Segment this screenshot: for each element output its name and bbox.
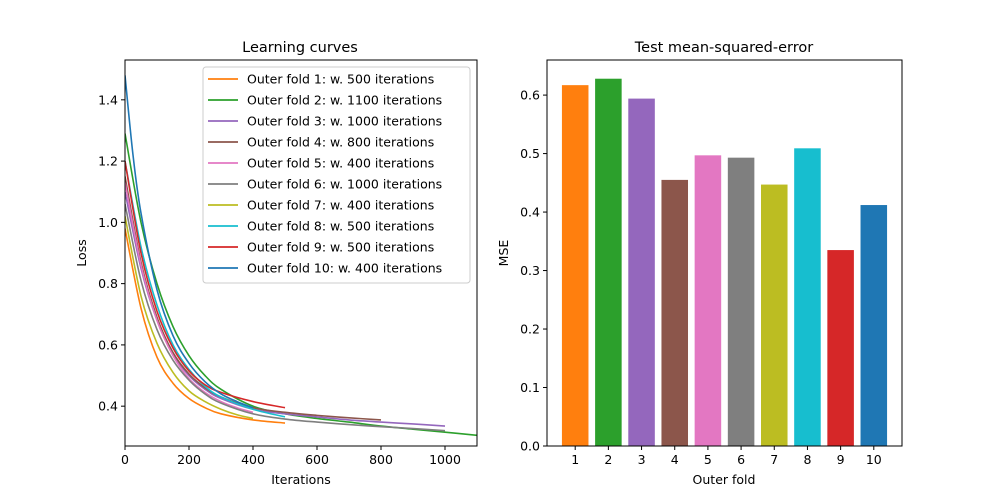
test-mse-y-tick-label: 0.2 [520,322,540,337]
learning-curves-x-ticks: 0 200 400 600 800 1000 [121,446,461,467]
learning-curves-y-tick-label: 0.6 [98,337,118,352]
test-mse-x-tick-label: 1 [571,452,579,467]
learning-curves-y-tick-label: 0.4 [98,399,118,414]
mse-bar-fold-7 [760,184,788,446]
learning-curves-x-tick-label: 800 [369,452,393,467]
legend-label-fold-6: Outer fold 6: w. 1000 iterations [247,177,442,192]
learning-curves-y-tick-label: 1.0 [98,215,118,230]
test-mse-x-ticks: 1 2 3 4 5 6 7 8 9 10 [571,446,882,467]
learning-curve-line-fold-8 [125,160,286,418]
test-mse-x-label: Outer fold [693,472,756,487]
learning-curve-lines [125,75,477,437]
mse-bar-fold-2 [595,78,622,446]
mse-bar-fold-8 [794,148,821,446]
test-mse-y-tick-label: 0.0 [520,439,540,454]
learning-curves-x-tick-label: 0 [121,452,129,467]
test-mse-x-tick-label: 4 [671,452,679,467]
learning-curves-x-tick-label: 400 [241,452,265,467]
legend-label-fold-2: Outer fold 2: w. 1100 iterations [247,93,442,108]
test-mse-x-tick-label: 8 [803,452,811,467]
test-mse-y-tick-label: 0.5 [520,146,540,161]
legend-label-fold-9: Outer fold 9: w. 500 iterations [247,240,434,255]
mse-bar-fold-3 [628,98,655,446]
learning-curve-line-fold-10 [125,75,254,409]
test-mse-x-tick-label: 9 [837,452,845,467]
learning-curves-legend: Outer fold 1: w. 500 iterations Outer fol… [202,66,471,284]
test-mse-x-tick-label: 5 [704,452,712,467]
learning-curve-line-fold-4 [125,176,382,421]
test-mse-y-tick-label: 0.1 [520,380,540,395]
learning-curves-chart: Learning curves 0 200 400 600 800 1000 0.4 0.6… [74,40,478,487]
mse-bar-fold-5 [694,155,722,446]
learning-curves-x-tick-label: 200 [177,452,201,467]
legend-label-fold-3: Outer fold 3: w. 1000 iterations [247,114,442,129]
test-mse-y-label: MSE [496,240,511,267]
test-mse-y-tick-label: 0.3 [520,263,540,278]
learning-curves-y-label: Loss [74,239,89,266]
learning-curves-title: Learning curves [242,40,358,56]
mse-bar-fold-10 [860,205,888,446]
learning-curve-line-fold-6 [125,203,446,432]
legend-label-fold-10: Outer fold 10: w. 400 iterations [247,261,442,276]
learning-curve-line-fold-7 [125,216,254,420]
legend-label-fold-4: Outer fold 4: w. 800 iterations [247,135,434,150]
test-mse-x-tick-label: 2 [604,452,612,467]
learning-curves-x-tick-label: 1000 [429,452,461,467]
mse-bar-fold-6 [727,157,755,447]
legend-box [202,66,471,284]
learning-curve-line-fold-5 [125,182,254,414]
test-mse-y-tick-label: 0.6 [520,88,540,103]
test-mse-bars [561,78,888,447]
test-mse-y-tick-label: 0.4 [520,205,540,220]
test-mse-title: Test mean-squared-error [634,40,813,56]
mse-bar-fold-9 [827,250,854,446]
learning-curve-line-fold-9 [125,160,286,409]
test-mse-x-tick-label: 3 [638,452,646,467]
legend-label-fold-8: Outer fold 8: w. 500 iterations [247,219,434,234]
test-mse-frame [546,59,903,447]
learning-curve-line-fold-1 [125,228,286,424]
learning-curves-x-label: Iterations [271,472,331,487]
learning-curves-y-ticks: 0.4 0.6 0.8 1.0 1.2 1.4 [98,92,125,414]
learning-curves-y-tick-label: 0.8 [98,276,118,291]
learning-curves-y-tick-label: 1.2 [98,154,118,169]
mse-bar-fold-1 [561,85,589,446]
legend-label-fold-1: Outer fold 1: w. 500 iterations [247,72,434,87]
mse-bar-fold-4 [661,179,689,447]
learning-curves-x-tick-label: 600 [305,452,329,467]
test-mse-x-tick-label: 6 [737,452,745,467]
test-mse-x-tick-label: 10 [866,452,882,467]
learning-curves-frame [124,59,478,447]
test-mse-x-tick-label: 7 [770,452,778,467]
test-mse-y-ticks: 0.0 0.1 0.2 0.3 0.4 0.5 0.6 [520,88,547,454]
legend-label-fold-5: Outer fold 5: w. 400 iterations [247,156,434,171]
legend-label-fold-7: Outer fold 7: w. 400 iterations [247,198,434,213]
learning-curves-y-tick-label: 1.4 [98,92,118,107]
test-mse-chart: Test mean-squared-error 1 2 3 4 5 6 7 8 9 10 0.00… [496,40,903,487]
